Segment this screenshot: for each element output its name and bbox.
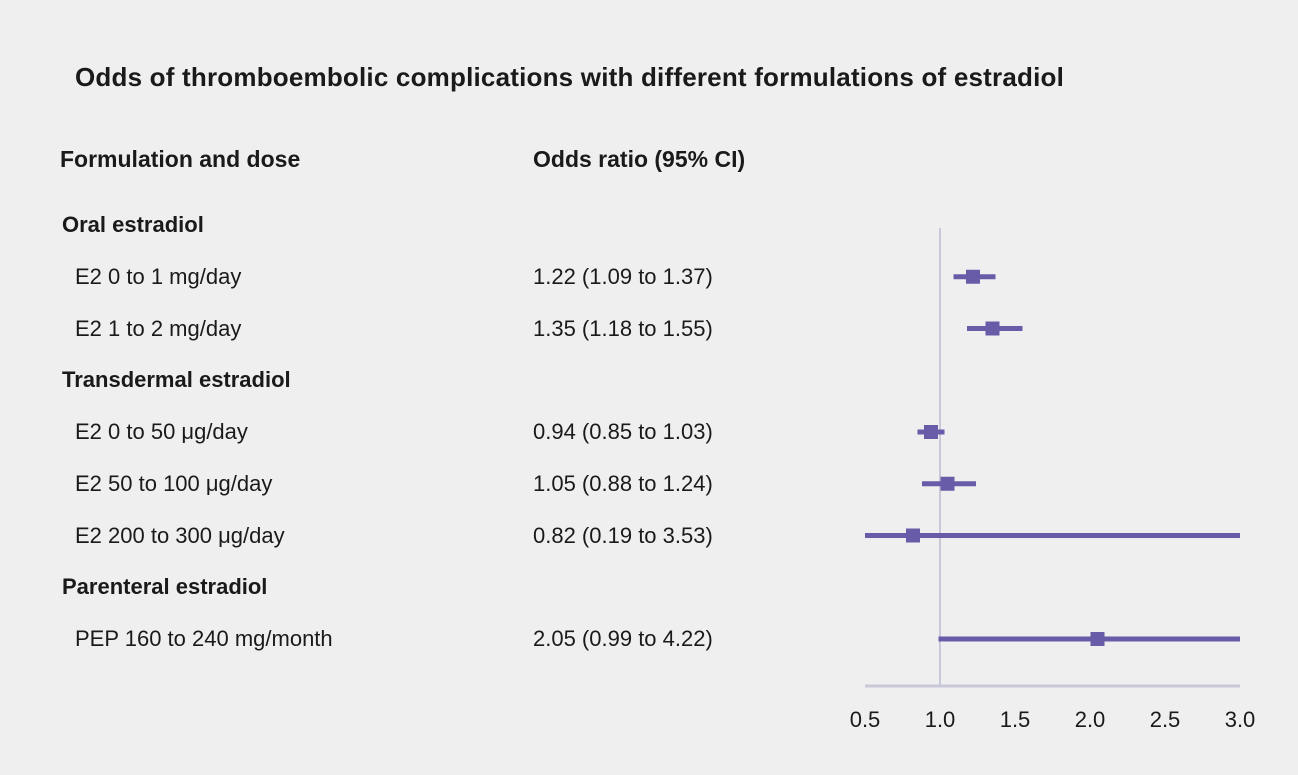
point-estimate-marker (940, 476, 955, 491)
dose-label: E2 200 to 300 μg/day (75, 522, 285, 548)
odds-ratio-value: 1.05 (0.88 to 1.24) (533, 470, 713, 496)
odds-ratio-value: 1.22 (1.09 to 1.37) (533, 263, 713, 289)
point-estimate-marker (985, 321, 1000, 336)
dose-label: E2 1 to 2 mg/day (75, 315, 242, 341)
forest-plot-area: 0.5 1.0 1.5 2.0 2.5 3.0 (850, 228, 1256, 732)
x-axis-tick-label: 1.0 (925, 707, 956, 732)
x-axis-tick-label: 1.5 (1000, 707, 1031, 732)
point-estimate-marker (906, 528, 920, 543)
dose-label: E2 0 to 50 μg/day (75, 419, 248, 444)
group-label: Transdermal estradiol (62, 367, 291, 393)
dose-label: PEP 160 to 240 mg/month (75, 626, 333, 651)
x-axis-tick-label: 0.5 (850, 707, 881, 732)
x-axis-tick-label: 2.5 (1150, 707, 1181, 732)
chart-title: Odds of thromboembolic complications wit… (75, 62, 1065, 92)
point-estimate-marker (1090, 632, 1105, 646)
column-header-formulation: Formulation and dose (60, 146, 301, 172)
dose-label: E2 50 to 100 μg/day (75, 470, 273, 496)
dose-label: E2 0 to 1 mg/day (75, 263, 242, 289)
odds-ratio-value: 2.05 (0.99 to 4.22) (533, 626, 713, 651)
odds-ratio-value: 0.94 (0.85 to 1.03) (533, 419, 713, 444)
odds-ratio-value: 1.35 (1.18 to 1.55) (533, 315, 713, 341)
group-label: Oral estradiol (62, 212, 204, 237)
point-estimate-marker (924, 425, 938, 439)
x-axis-tick-label: 2.0 (1075, 707, 1106, 732)
odds-ratio-value: 0.82 (0.19 to 3.53) (533, 522, 713, 548)
group-label: Parenteral estradiol (62, 574, 268, 600)
point-estimate-marker (966, 269, 980, 284)
column-header-odds-ratio: Odds ratio (95% CI) (533, 146, 746, 172)
x-axis-tick-label: 3.0 (1225, 707, 1256, 732)
